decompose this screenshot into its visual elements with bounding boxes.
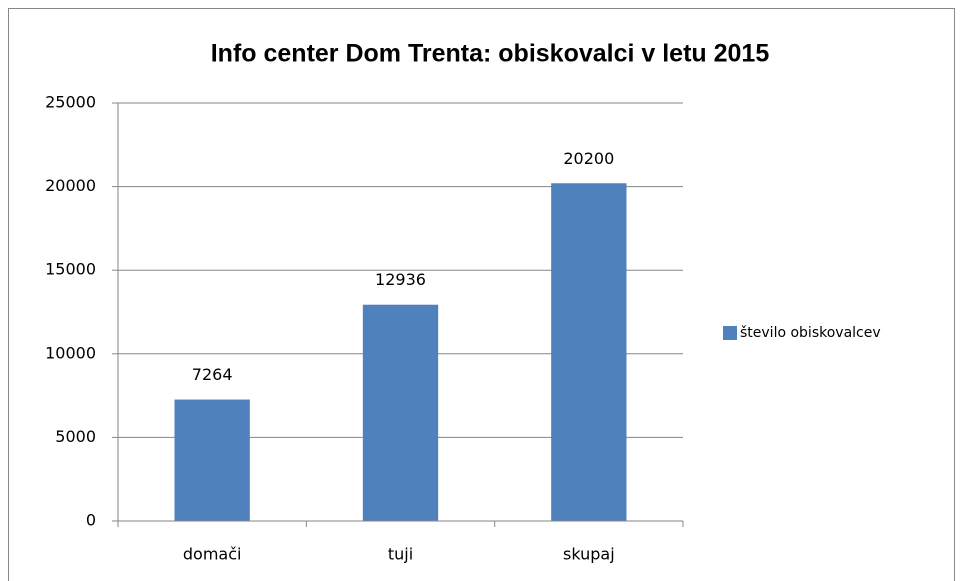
- bar: [551, 183, 627, 522]
- y-tick-label: 10000: [45, 343, 96, 362]
- data-label: 12936: [375, 270, 426, 289]
- bar: [174, 399, 250, 521]
- data-label: 20200: [563, 149, 614, 168]
- data-label: 7264: [192, 365, 233, 384]
- legend-swatch: [723, 326, 737, 340]
- bar: [362, 304, 439, 521]
- y-tick-label: 0: [86, 511, 96, 530]
- legend-label: število obiskovalcev: [740, 325, 881, 341]
- chart-title: Info center Dom Trenta: obiskovalci v le…: [211, 40, 770, 68]
- y-tick-label: 20000: [45, 176, 96, 195]
- y-tick-label: 25000: [45, 93, 96, 112]
- x-tick-label: skupaj: [563, 545, 615, 564]
- y-tick-label: 15000: [45, 260, 96, 279]
- x-tick-label: domači: [183, 545, 242, 564]
- x-tick-label: tuji: [388, 545, 413, 564]
- y-tick-label: 5000: [55, 427, 96, 446]
- chart-border: [8, 8, 955, 581]
